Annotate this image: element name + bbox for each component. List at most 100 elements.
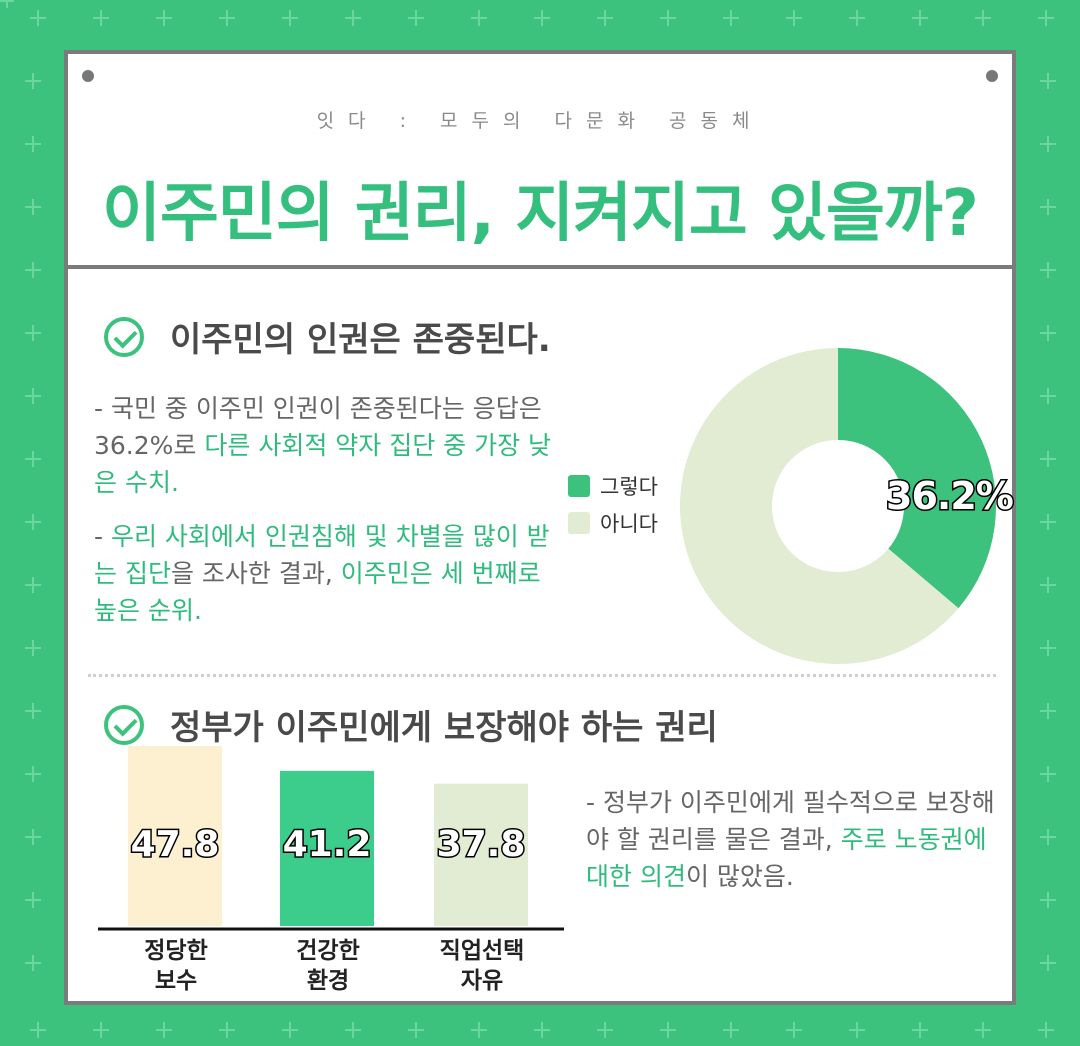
plus-icon — [786, 1022, 802, 1038]
plus-icon — [25, 451, 41, 467]
section2-paragraph: - 정부가 이주민에게 필수적으로 보장해야 할 권리를 물은 결과, 주로 노… — [586, 784, 1006, 895]
plus-icon — [25, 388, 41, 404]
plus-icon — [219, 10, 235, 26]
plus-icon — [849, 1022, 865, 1038]
plus-icon — [25, 766, 41, 782]
plus-icon — [660, 10, 676, 26]
plus-icon — [1040, 136, 1056, 152]
plus-icon — [25, 262, 41, 278]
plus-icon — [25, 73, 41, 89]
legend-item-no: 아니다 — [568, 504, 658, 541]
plus-icon — [1040, 73, 1056, 89]
section2-paragraph-segment: 주로 노동권에 대한 의견 — [586, 825, 987, 891]
bar-category-line: 건강한 — [296, 938, 360, 964]
legend-swatch-no — [568, 511, 590, 534]
plus-icon — [471, 10, 487, 26]
pin-left-icon — [82, 70, 94, 82]
plus-icon — [975, 1022, 991, 1038]
legend-label-yes: 그렇다 — [600, 474, 658, 499]
plus-icon — [1040, 640, 1056, 656]
plus-icon — [1038, 10, 1054, 26]
bar-category-line: 정당한 — [144, 938, 208, 964]
plus-icon — [597, 1022, 613, 1038]
plus-icon — [1040, 829, 1056, 845]
bar-value-label: 41.2 — [283, 824, 372, 865]
legend-item-yes: 그렇다 — [568, 467, 658, 504]
plus-icon — [1040, 955, 1056, 971]
donut-legend: 그렇다 아니다 — [568, 467, 658, 541]
bar-1 — [128, 746, 222, 926]
section1-paragraph-1-segment: 다른 사회적 약자 집단 중 가장 낮은 수치. — [94, 431, 552, 497]
section2-heading-row: 정부가 이주민에게 보장해야 하는 권리 — [104, 700, 718, 749]
bar-value-label: 37.8 — [437, 824, 526, 865]
section1-paragraph-2: - 우리 사회에서 인권침해 및 차별을 많이 받는 집단을 조사한 결과, 이… — [94, 518, 554, 629]
pin-right-icon — [986, 70, 998, 82]
section1-heading-row: 이주민의 인권은 존중된다. — [104, 312, 551, 361]
bar-chart: 47.8 41.2 37.8 — [98, 746, 564, 931]
plus-icon — [723, 10, 739, 26]
plus-icon — [25, 703, 41, 719]
plus-icon — [25, 829, 41, 845]
plus-icon — [597, 10, 613, 26]
check-circle-icon — [104, 316, 144, 357]
legend-label-no: 아니다 — [600, 511, 658, 536]
bar-2 — [280, 770, 374, 926]
plus-icon — [345, 1022, 361, 1038]
plus-icon — [408, 10, 424, 26]
plus-icon — [1038, 1022, 1054, 1038]
plus-icon — [219, 1022, 235, 1038]
section1-paragraph-1-segment: - 국민 중 이주민 인권이 존중된다는 응답은 36.2%로 — [94, 394, 542, 460]
header-divider — [68, 265, 1012, 269]
plus-icon — [534, 10, 550, 26]
plus-icon — [25, 955, 41, 971]
plus-icon — [25, 640, 41, 656]
plus-icon — [912, 10, 928, 26]
section1-paragraph-1: - 국민 중 이주민 인권이 존중된다는 응답은 36.2%로 다른 사회적 약… — [94, 390, 554, 501]
plus-icon — [975, 10, 991, 26]
plus-icon — [30, 1022, 46, 1038]
legend-swatch-yes — [568, 474, 590, 497]
section1-paragraph-2-segment: - — [94, 522, 111, 551]
section1-paragraph-2-segment: 을 조사한 결과, — [170, 559, 341, 588]
plus-icon — [786, 10, 802, 26]
bar-category-line: 직업선택 — [439, 938, 525, 964]
donut-chart — [680, 348, 996, 664]
plus-icon — [1040, 892, 1056, 908]
page-title: 이주민의 권리, 지켜지고 있을까? — [102, 177, 979, 251]
plus-icon — [25, 136, 41, 152]
header-subtitle: 잇다 : 모두의 다문화 공동체 — [316, 110, 764, 132]
section-divider — [88, 674, 996, 677]
plus-icon — [25, 199, 41, 215]
plus-icon — [25, 514, 41, 530]
plus-icon — [25, 325, 41, 341]
plus-icon — [1040, 703, 1056, 719]
plus-icon — [282, 1022, 298, 1038]
plus-icon — [156, 10, 172, 26]
bar-category-label: 정당한 보수 — [111, 936, 241, 996]
section2-paragraph-segment: 이 많았음. — [685, 862, 794, 891]
section1-heading: 이주민의 인권은 존중된다. — [170, 320, 551, 360]
section2-heading: 정부가 이주민에게 보장해야 하는 권리 — [170, 708, 718, 748]
plus-icon — [1040, 325, 1056, 341]
check-circle-icon — [104, 704, 144, 745]
plus-icon — [30, 10, 46, 26]
plus-icon — [93, 10, 109, 26]
bar-category-line: 자유 — [460, 968, 504, 994]
bar-value-label: 47.8 — [131, 824, 220, 865]
plus-icon — [1040, 577, 1056, 593]
plus-icon — [912, 1022, 928, 1038]
section1-paragraph-2-segment: 우리 사회에서 인권침해 및 차별을 많이 받는 집단 — [94, 522, 550, 588]
bar-category-line: 환경 — [306, 968, 350, 994]
plus-icon — [1040, 262, 1056, 278]
bar-3 — [434, 783, 528, 926]
section1-paragraph-2-segment: 이주민은 세 번째로 높은 순위. — [94, 559, 541, 625]
plus-icon — [408, 1022, 424, 1038]
plus-icon — [1040, 451, 1056, 467]
plus-icon — [93, 1022, 109, 1038]
plus-icon — [156, 1022, 172, 1038]
plus-icon — [1040, 199, 1056, 215]
plus-icon — [849, 10, 865, 26]
donut-data-label: 36.2% — [885, 473, 1016, 520]
plus-icon — [25, 577, 41, 593]
